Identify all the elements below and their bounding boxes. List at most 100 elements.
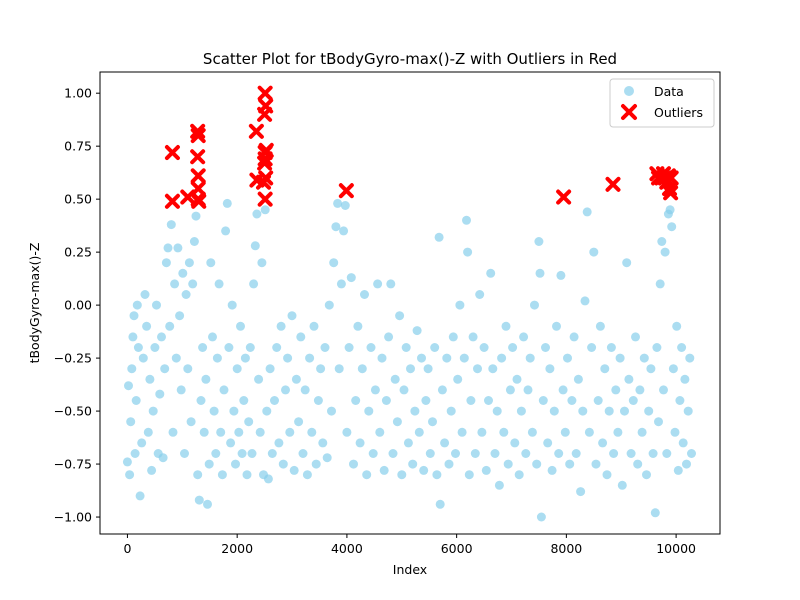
data-point [584, 427, 594, 437]
data-point [189, 237, 199, 246]
data-point [329, 258, 339, 268]
data-point [320, 343, 330, 352]
y-tick-label: 0.00 [64, 298, 92, 313]
data-point [477, 427, 487, 437]
data-point [516, 406, 526, 416]
data-point [633, 459, 643, 469]
data-point [399, 385, 409, 395]
data-point [135, 491, 145, 501]
legend: Data Outliers [609, 78, 715, 128]
data-point [519, 332, 529, 342]
data-point [249, 279, 259, 289]
data-point [355, 438, 365, 448]
data-point [296, 332, 306, 342]
data-point [622, 258, 632, 268]
data-point [644, 406, 654, 416]
data-point [660, 247, 670, 257]
data-point [678, 438, 688, 448]
outlier-point [258, 170, 274, 186]
data-point [593, 396, 603, 405]
outlier-point [605, 176, 621, 192]
data-point [208, 332, 217, 342]
data-point [598, 438, 608, 448]
data-point [370, 385, 380, 395]
data-point [198, 343, 208, 352]
data-point [403, 438, 413, 448]
data-point [331, 222, 341, 232]
data-point [611, 385, 621, 395]
data-point [521, 449, 531, 458]
data-point [217, 470, 227, 480]
x-tick-label: 0 [123, 541, 131, 556]
data-point [556, 270, 566, 280]
data-point [425, 449, 435, 458]
data-point [242, 470, 252, 480]
data-point [412, 326, 422, 336]
data-point [648, 449, 658, 458]
data-point [206, 258, 216, 268]
outlier-point [338, 183, 354, 199]
data-point [209, 406, 219, 416]
outlier-point [190, 128, 206, 144]
data-point [683, 406, 693, 416]
data-point [262, 406, 272, 416]
data-point [176, 385, 186, 395]
data-point [373, 279, 383, 289]
data-point [620, 406, 629, 416]
data-point [278, 459, 288, 469]
data-point [158, 453, 168, 463]
data-point [291, 374, 301, 384]
data-point [444, 459, 454, 469]
data-point [609, 449, 619, 458]
data-point [538, 396, 548, 405]
plot-frame [99, 71, 721, 535]
data-point [470, 449, 480, 458]
data-point [673, 465, 683, 475]
data-point [484, 396, 493, 405]
data-point [388, 449, 398, 458]
data-point [324, 300, 334, 310]
data-point [245, 343, 255, 352]
data-point [390, 374, 400, 384]
data-point [267, 449, 277, 458]
data-point [204, 459, 214, 469]
legend-outlier-marker [621, 104, 637, 120]
data-point [545, 364, 555, 374]
data-point [492, 406, 502, 416]
data-point [628, 396, 638, 405]
data-point [652, 343, 662, 352]
data-point [239, 396, 249, 405]
data-point [547, 465, 557, 475]
legend-data-label: Data [654, 84, 684, 99]
data-point [364, 406, 374, 416]
data-point [637, 427, 647, 437]
data-point [132, 300, 142, 310]
data-point [265, 364, 275, 374]
data-point [254, 374, 264, 384]
outlier-point [257, 85, 273, 101]
data-point [479, 343, 489, 352]
data-point [349, 459, 358, 469]
data-point [604, 406, 614, 416]
x-tick-label: 6000 [441, 541, 473, 556]
data-point [336, 279, 346, 289]
data-point [130, 449, 140, 458]
data-point [408, 459, 418, 469]
data-point [417, 353, 426, 363]
data-point [216, 427, 226, 437]
data-point [600, 364, 610, 374]
data-point [311, 459, 321, 469]
outlier-point [190, 168, 206, 184]
data-point [505, 385, 515, 395]
x-axis-label: Index [393, 562, 427, 577]
data-point [459, 353, 469, 363]
data-point [488, 364, 498, 374]
outlier-point [258, 98, 274, 114]
data-point [563, 353, 572, 363]
data-point [677, 343, 687, 352]
data-point [333, 198, 343, 208]
data-point [670, 427, 680, 437]
data-point [322, 453, 332, 463]
data-point [501, 321, 511, 331]
data-point [165, 321, 175, 331]
